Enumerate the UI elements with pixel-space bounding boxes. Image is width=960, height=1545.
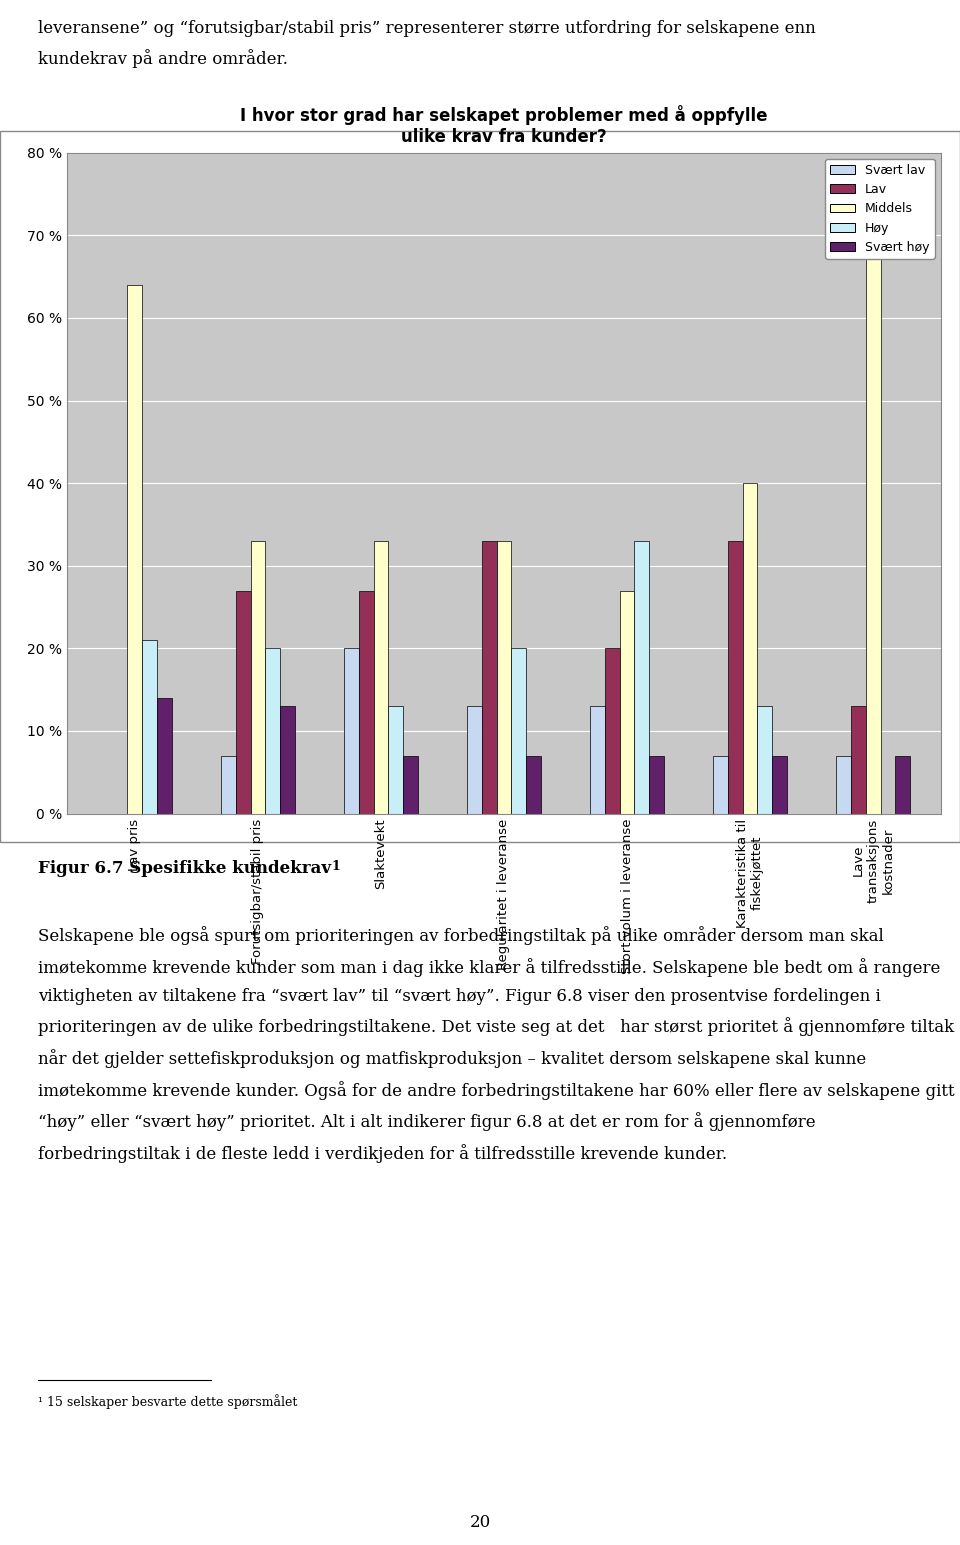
Text: Selskapene ble også spurt om prioriteringen av forbedringstiltak på ulike område: Selskapene ble også spurt om prioriterin…: [38, 927, 955, 1163]
Text: ¹ 15 selskaper besvarte dette spørsmålet: ¹ 15 selskaper besvarte dette spørsmålet: [38, 1394, 298, 1409]
Text: 20: 20: [469, 1514, 491, 1531]
Text: 1: 1: [331, 859, 340, 873]
Text: leveransene” og “forutsigbar/stabil pris” representerer større utfordring for se: leveransene” og “forutsigbar/stabil pris…: [38, 20, 816, 68]
Text: Figur 6.7 Spesifikke kundekrav: Figur 6.7 Spesifikke kundekrav: [38, 859, 331, 876]
